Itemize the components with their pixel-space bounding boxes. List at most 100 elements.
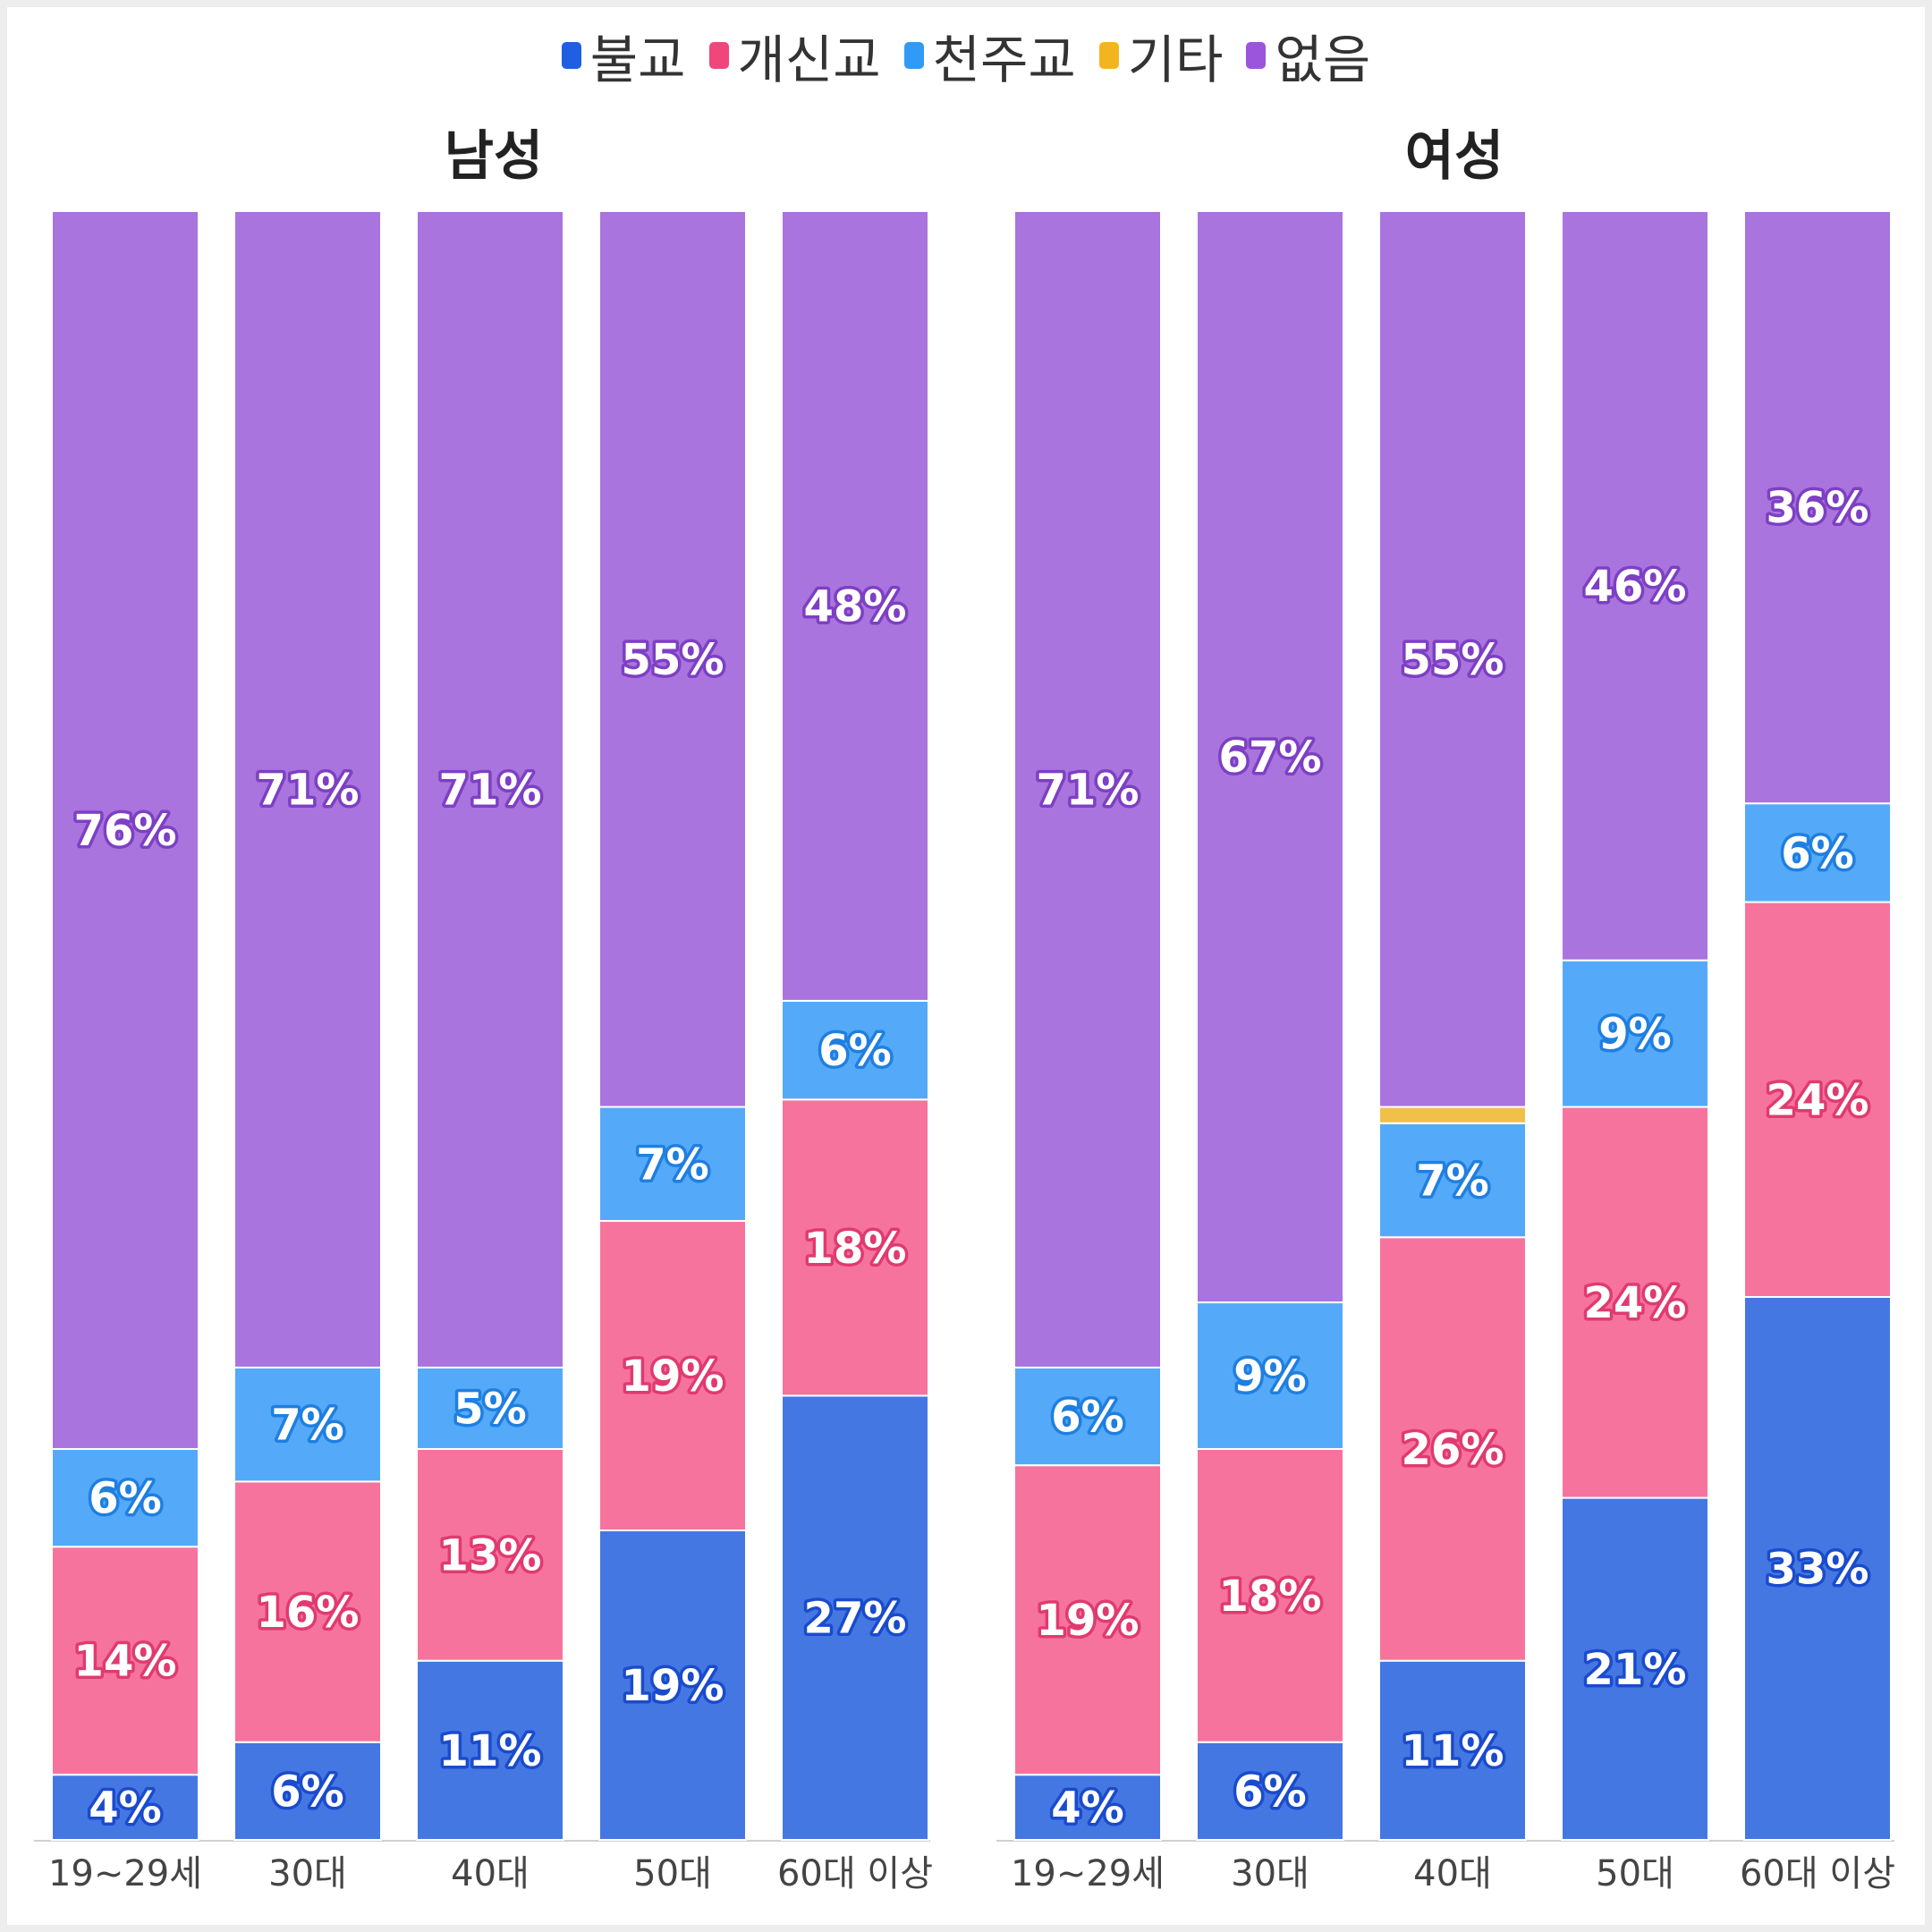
data-label-1-0-0: 4% xyxy=(1051,1784,1124,1834)
bar-segment-1-2-4 xyxy=(1378,210,1527,1108)
bar-segment-1-0-2 xyxy=(1013,1366,1162,1467)
bar-segment-1-1-4 xyxy=(1196,210,1344,1304)
data-label-1-3-4: 46% xyxy=(1584,562,1687,612)
x-tick-label-1-0: 19~29세 xyxy=(1011,1853,1165,1894)
data-label-1-0-4: 71% xyxy=(1037,765,1140,815)
bar-segment-0-0-4 xyxy=(51,210,199,1450)
legend-item-0: 불교 xyxy=(561,18,686,93)
bar-segment-1-4-0 xyxy=(1743,1296,1892,1841)
data-label-0-2-4: 71% xyxy=(439,765,542,815)
legend-label-1: 개신교 xyxy=(737,30,881,90)
bar-segment-0-3-0 xyxy=(598,1530,747,1841)
bar-segment-1-0-0 xyxy=(1013,1774,1162,1842)
x-tick-label-0-3: 50대 xyxy=(633,1853,712,1894)
bar-segment-0-2-1 xyxy=(416,1447,564,1662)
data-label-1-3-1: 24% xyxy=(1584,1278,1687,1328)
bar-segment-1-2-1 xyxy=(1378,1236,1527,1662)
x-tick-label-1-3: 50대 xyxy=(1596,1853,1674,1894)
bar-segment-0-4-1 xyxy=(781,1098,929,1397)
data-label-0-3-4: 55% xyxy=(622,635,724,685)
bar-segment-0-0-2 xyxy=(51,1447,199,1548)
bar-segment-1-3-2 xyxy=(1561,959,1709,1108)
legend-swatch-2 xyxy=(903,42,924,69)
legend-label-3: 기타 xyxy=(1127,30,1224,90)
bar-segment-0-2-0 xyxy=(416,1659,564,1841)
data-label-0-2-0: 11% xyxy=(439,1726,542,1776)
bar-segment-0-1-0 xyxy=(233,1741,382,1841)
data-label-1-2-2: 7% xyxy=(1416,1156,1489,1206)
data-label-1-0-1: 19% xyxy=(1037,1596,1140,1646)
data-label-1-4-4: 36% xyxy=(1767,483,1869,533)
data-label-1-2-0: 11% xyxy=(1402,1726,1504,1776)
data-label-1-3-2: 9% xyxy=(1598,1010,1672,1060)
bar-segment-0-2-4 xyxy=(416,210,564,1368)
bar-segment-0-3-4 xyxy=(598,210,747,1108)
bar-segment-1-2-3 xyxy=(1378,1106,1527,1124)
bar-segment-1-4-2 xyxy=(1743,802,1892,903)
bar-segment-1-3-4 xyxy=(1561,210,1709,962)
bar-segment-0-4-2 xyxy=(781,999,929,1101)
data-label-0-3-0: 19% xyxy=(622,1661,724,1711)
data-label-0-4-4: 48% xyxy=(804,581,907,631)
data-label-1-3-0: 21% xyxy=(1584,1645,1687,1695)
bar-segment-1-4-4 xyxy=(1743,210,1892,805)
legend-label-0: 불교 xyxy=(589,30,686,90)
x-tick-label-1-2: 40대 xyxy=(1413,1853,1492,1894)
data-label-1-1-0: 6% xyxy=(1233,1767,1307,1817)
data-label-0-1-4: 71% xyxy=(257,765,360,815)
legend-item-4: 없음 xyxy=(1246,18,1370,93)
data-label-1-4-0: 33% xyxy=(1767,1545,1869,1595)
panel-title-1: 여성 xyxy=(1405,125,1504,188)
legend-label-2: 천주교 xyxy=(932,30,1076,90)
data-label-1-1-2: 9% xyxy=(1233,1352,1307,1402)
bar-segment-0-4-4 xyxy=(781,210,929,1002)
x-tick-label-1-4: 60대 이상 xyxy=(1740,1853,1895,1894)
data-label-0-1-2: 7% xyxy=(271,1401,344,1451)
bar-segment-1-3-1 xyxy=(1561,1106,1709,1499)
x-tick-label-0-4: 60대 이상 xyxy=(777,1853,933,1894)
bar-segment-0-3-1 xyxy=(598,1220,747,1532)
data-label-0-3-2: 7% xyxy=(636,1140,709,1190)
data-label-0-3-1: 19% xyxy=(622,1352,724,1402)
legend-item-2: 천주교 xyxy=(903,18,1076,93)
bar-segment-1-0-4 xyxy=(1013,210,1162,1368)
data-label-1-2-4: 55% xyxy=(1402,635,1504,685)
data-label-0-2-1: 13% xyxy=(439,1530,542,1580)
data-label-1-2-1: 26% xyxy=(1402,1425,1504,1475)
data-label-0-0-2: 6% xyxy=(89,1474,162,1524)
legend-swatch-0 xyxy=(561,42,581,69)
legend-swatch-3 xyxy=(1098,42,1119,69)
legend-swatch-4 xyxy=(1246,42,1267,69)
data-label-0-4-0: 27% xyxy=(804,1594,907,1644)
bar-segment-0-1-2 xyxy=(233,1366,382,1483)
bar-segment-1-1-0 xyxy=(1196,1741,1344,1841)
data-label-0-0-4: 76% xyxy=(74,806,177,856)
data-label-0-0-0: 4% xyxy=(89,1784,162,1834)
data-label-1-4-1: 24% xyxy=(1767,1075,1869,1125)
legend-label-4: 없음 xyxy=(1275,30,1371,90)
bar-segment-0-4-0 xyxy=(781,1394,929,1841)
bar-segment-0-1-4 xyxy=(233,210,382,1368)
x-tick-label-0-1: 30대 xyxy=(268,1853,347,1894)
data-label-0-1-0: 6% xyxy=(271,1767,344,1817)
bar-segment-1-2-2 xyxy=(1378,1122,1527,1239)
bar-segment-1-4-1 xyxy=(1743,901,1892,1299)
legend-swatch-1 xyxy=(708,42,729,69)
data-label-1-1-1: 18% xyxy=(1219,1572,1322,1622)
data-label-0-1-1: 16% xyxy=(257,1588,360,1638)
data-label-1-4-2: 6% xyxy=(1781,828,1854,878)
panel-title-0: 남성 xyxy=(445,125,543,188)
legend: 불교 개신교 천주교 기타 없음 xyxy=(0,18,1932,93)
data-label-1-0-2: 6% xyxy=(1051,1393,1124,1443)
bar-segment-0-0-1 xyxy=(51,1546,199,1776)
data-label-0-4-1: 18% xyxy=(804,1224,907,1274)
x-tick-label-0-0: 19~29세 xyxy=(48,1853,202,1894)
legend-item-3: 기타 xyxy=(1098,18,1224,93)
x-tick-label-1-1: 30대 xyxy=(1231,1853,1309,1894)
bar-segment-1-2-0 xyxy=(1378,1659,1527,1841)
bar-segment-0-0-0 xyxy=(51,1774,199,1842)
data-label-0-4-2: 6% xyxy=(818,1026,892,1076)
data-label-0-0-1: 14% xyxy=(74,1637,177,1687)
x-tick-label-0-2: 40대 xyxy=(451,1853,530,1894)
